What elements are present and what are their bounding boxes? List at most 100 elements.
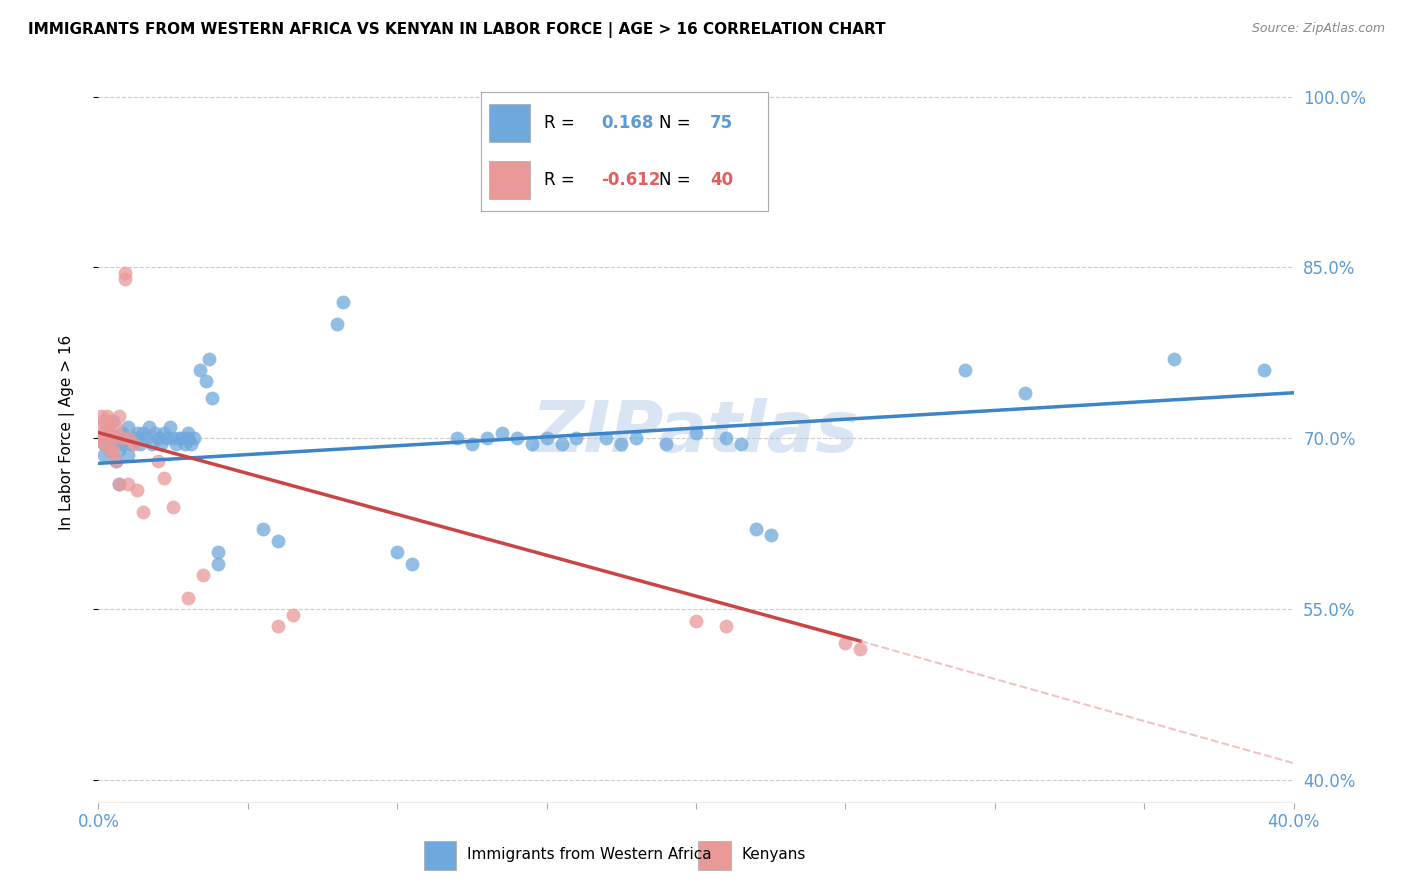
Point <box>98 442 122 457</box>
Point <box>98 414 122 428</box>
Text: Source: ZipAtlas.com: Source: ZipAtlas.com <box>1251 22 1385 36</box>
Point <box>93 425 115 440</box>
Point <box>129 437 152 451</box>
Point <box>188 363 211 377</box>
Point <box>105 454 128 468</box>
Point <box>96 431 118 445</box>
Point <box>461 437 484 451</box>
Point <box>127 483 149 497</box>
Point <box>103 437 125 451</box>
Point <box>103 431 125 445</box>
Point <box>114 266 136 280</box>
Point <box>143 425 166 440</box>
Point <box>953 363 976 377</box>
Point <box>117 476 139 491</box>
Point <box>105 420 128 434</box>
Point <box>685 425 707 440</box>
Point <box>105 454 128 468</box>
Point <box>198 351 221 366</box>
Point <box>401 557 423 571</box>
Point <box>96 420 118 434</box>
Point <box>475 431 498 445</box>
Point <box>610 437 633 451</box>
Point <box>93 437 115 451</box>
Point <box>108 476 131 491</box>
Point <box>745 523 768 537</box>
Point <box>165 437 187 451</box>
Point <box>565 431 588 445</box>
Point <box>174 437 197 451</box>
Point <box>207 557 229 571</box>
Point <box>267 619 290 633</box>
Point <box>111 425 134 440</box>
Point <box>759 528 782 542</box>
Point <box>326 318 349 332</box>
Point <box>117 449 139 463</box>
Point <box>132 425 155 440</box>
Point <box>135 431 157 445</box>
Point <box>491 425 513 440</box>
Point <box>93 449 115 463</box>
Point <box>138 420 160 434</box>
Point <box>267 533 290 548</box>
Text: IMMIGRANTS FROM WESTERN AFRICA VS KENYAN IN LABOR FORCE | AGE > 16 CORRELATION C: IMMIGRANTS FROM WESTERN AFRICA VS KENYAN… <box>28 22 886 38</box>
Point <box>114 431 136 445</box>
Point <box>98 442 122 457</box>
Point <box>1253 363 1275 377</box>
Point <box>127 425 149 440</box>
Point <box>655 437 678 451</box>
Point <box>98 425 122 440</box>
Point <box>207 545 229 559</box>
Point <box>153 425 176 440</box>
Point <box>96 420 118 434</box>
Point <box>195 375 218 389</box>
Point <box>730 437 752 451</box>
Point <box>183 431 205 445</box>
Point <box>177 431 200 445</box>
Point <box>148 431 170 445</box>
Point <box>108 476 131 491</box>
Point <box>685 614 707 628</box>
Point <box>252 523 274 537</box>
Point <box>849 642 872 657</box>
Point <box>111 431 134 445</box>
Point <box>114 272 136 286</box>
Point <box>156 431 179 445</box>
Point <box>108 409 131 423</box>
Text: ZIPatlas: ZIPatlas <box>533 398 859 467</box>
Point <box>385 545 409 559</box>
Point <box>117 420 139 434</box>
Point <box>105 431 128 445</box>
Y-axis label: In Labor Force | Age > 16: In Labor Force | Age > 16 <box>59 335 75 530</box>
Point <box>124 437 146 451</box>
Point <box>132 505 155 519</box>
Point <box>162 431 184 445</box>
Point <box>332 294 354 309</box>
Point <box>93 437 115 451</box>
Point <box>90 431 112 445</box>
Point <box>96 431 118 445</box>
Point <box>98 425 122 440</box>
Point <box>111 437 134 451</box>
Point <box>1014 385 1036 400</box>
Point <box>201 392 224 406</box>
Point <box>550 437 572 451</box>
Point <box>93 414 115 428</box>
Point <box>162 500 184 514</box>
Point <box>124 431 146 445</box>
Point <box>90 409 112 423</box>
Point <box>148 454 170 468</box>
Point <box>1163 351 1185 366</box>
Point <box>191 568 214 582</box>
Point <box>180 437 202 451</box>
Point <box>834 636 856 650</box>
Point <box>117 431 139 445</box>
Point <box>150 437 173 451</box>
Point <box>177 425 200 440</box>
Point <box>520 437 543 451</box>
Point <box>714 431 737 445</box>
Point <box>153 471 176 485</box>
Point <box>90 431 112 445</box>
Point <box>714 619 737 633</box>
Point <box>281 607 304 622</box>
